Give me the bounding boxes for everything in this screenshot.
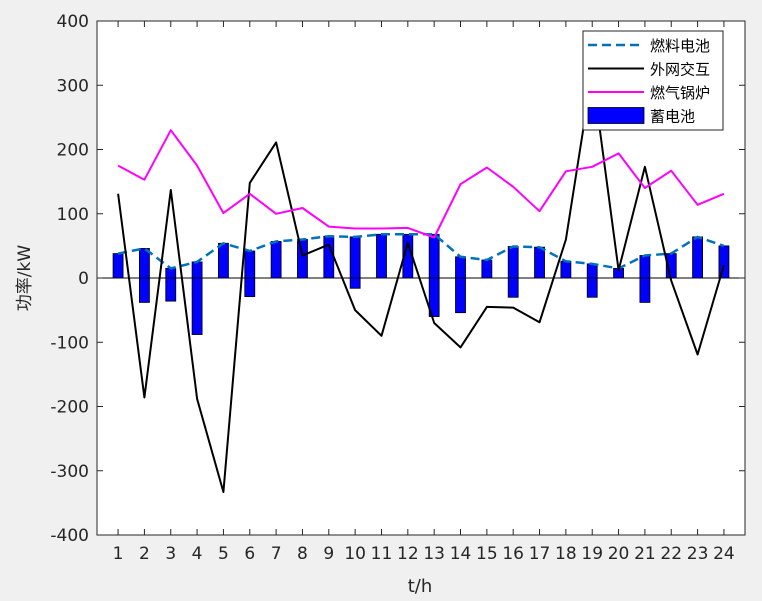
x-tick-label: 19 <box>581 544 603 564</box>
grid-exchange-line <box>117 71 725 493</box>
x-tick-label: 17 <box>529 544 551 564</box>
y-tick-label: 0 <box>78 269 89 289</box>
x-tick-label: 9 <box>323 544 334 564</box>
battery-bar <box>455 256 466 279</box>
battery-bar <box>112 253 124 279</box>
y-tick-label: 100 <box>57 205 89 225</box>
y-axis-label: 功率/kW <box>15 245 35 312</box>
battery-bar <box>481 259 493 279</box>
x-tick-label: 12 <box>397 544 419 564</box>
x-tick-label: 10 <box>344 544 366 564</box>
battery-bar <box>191 277 203 335</box>
y-tick-label: -300 <box>50 462 89 482</box>
y-tick-label: 400 <box>57 12 89 32</box>
x-tick-label: 15 <box>476 544 498 564</box>
x-tick-label: 14 <box>450 544 472 564</box>
y-tick-label: 300 <box>57 76 89 96</box>
x-tick-label: 2 <box>139 544 150 564</box>
legend-label: 外网交互 <box>650 61 710 79</box>
legend-swatch-bar <box>587 107 645 124</box>
x-tick-label: 21 <box>634 544 656 564</box>
gas-boiler-line <box>117 129 725 239</box>
fuel-cell-line <box>117 233 725 270</box>
x-tick-label: 18 <box>555 544 577 564</box>
x-tick-label: 11 <box>371 544 393 564</box>
battery-bar <box>139 248 150 279</box>
battery-bar <box>191 261 203 279</box>
battery-bar <box>244 277 256 298</box>
battery-bar <box>218 242 229 279</box>
x-tick-label: 7 <box>271 544 282 564</box>
legend-label: 燃气锅炉 <box>650 84 710 102</box>
battery-bar <box>639 277 651 303</box>
battery-bar <box>534 246 545 279</box>
battery-bar <box>165 267 177 279</box>
x-tick-label: 13 <box>423 544 445 564</box>
y-tick-label: -200 <box>50 398 89 418</box>
battery-bar <box>586 263 598 279</box>
legend-label: 蓄电池 <box>650 108 695 126</box>
battery-bar <box>349 236 361 279</box>
x-tick-label: 24 <box>713 544 735 564</box>
battery-bar <box>428 233 440 279</box>
x-tick-label: 16 <box>502 544 524 564</box>
battery-bar <box>507 277 519 298</box>
battery-bar <box>560 260 572 279</box>
battery-bar <box>507 246 519 279</box>
x-tick-label: 1 <box>113 544 124 564</box>
battery-bar <box>376 233 387 279</box>
battery-bar <box>270 240 282 279</box>
battery-bar <box>692 236 703 279</box>
battery-bar <box>297 239 308 279</box>
x-tick-label: 5 <box>218 544 229 564</box>
battery-bar <box>165 277 177 302</box>
x-axis-label: t/h <box>408 576 433 597</box>
x-tick-label: 6 <box>244 544 255 564</box>
battery-bar <box>718 245 730 279</box>
x-tick-label: 4 <box>192 544 203 564</box>
battery-bar <box>586 277 598 298</box>
battery-bar <box>323 235 335 279</box>
battery-bar <box>428 277 440 317</box>
legend-label: 燃料电池 <box>650 37 710 55</box>
battery-bar <box>139 277 150 303</box>
x-tick-label: 23 <box>687 544 709 564</box>
battery-bar <box>244 250 256 279</box>
y-tick-label: -100 <box>50 333 89 353</box>
battery-bar <box>455 277 466 314</box>
y-tick-label: 200 <box>57 141 89 161</box>
x-tick-label: 3 <box>165 544 176 564</box>
y-tick-label: -400 <box>50 526 89 546</box>
x-tick-label: 22 <box>660 544 682 564</box>
x-tick-label: 20 <box>608 544 630 564</box>
battery-bar <box>349 277 361 289</box>
battery-bar <box>639 255 651 279</box>
x-tick-label: 8 <box>297 544 308 564</box>
